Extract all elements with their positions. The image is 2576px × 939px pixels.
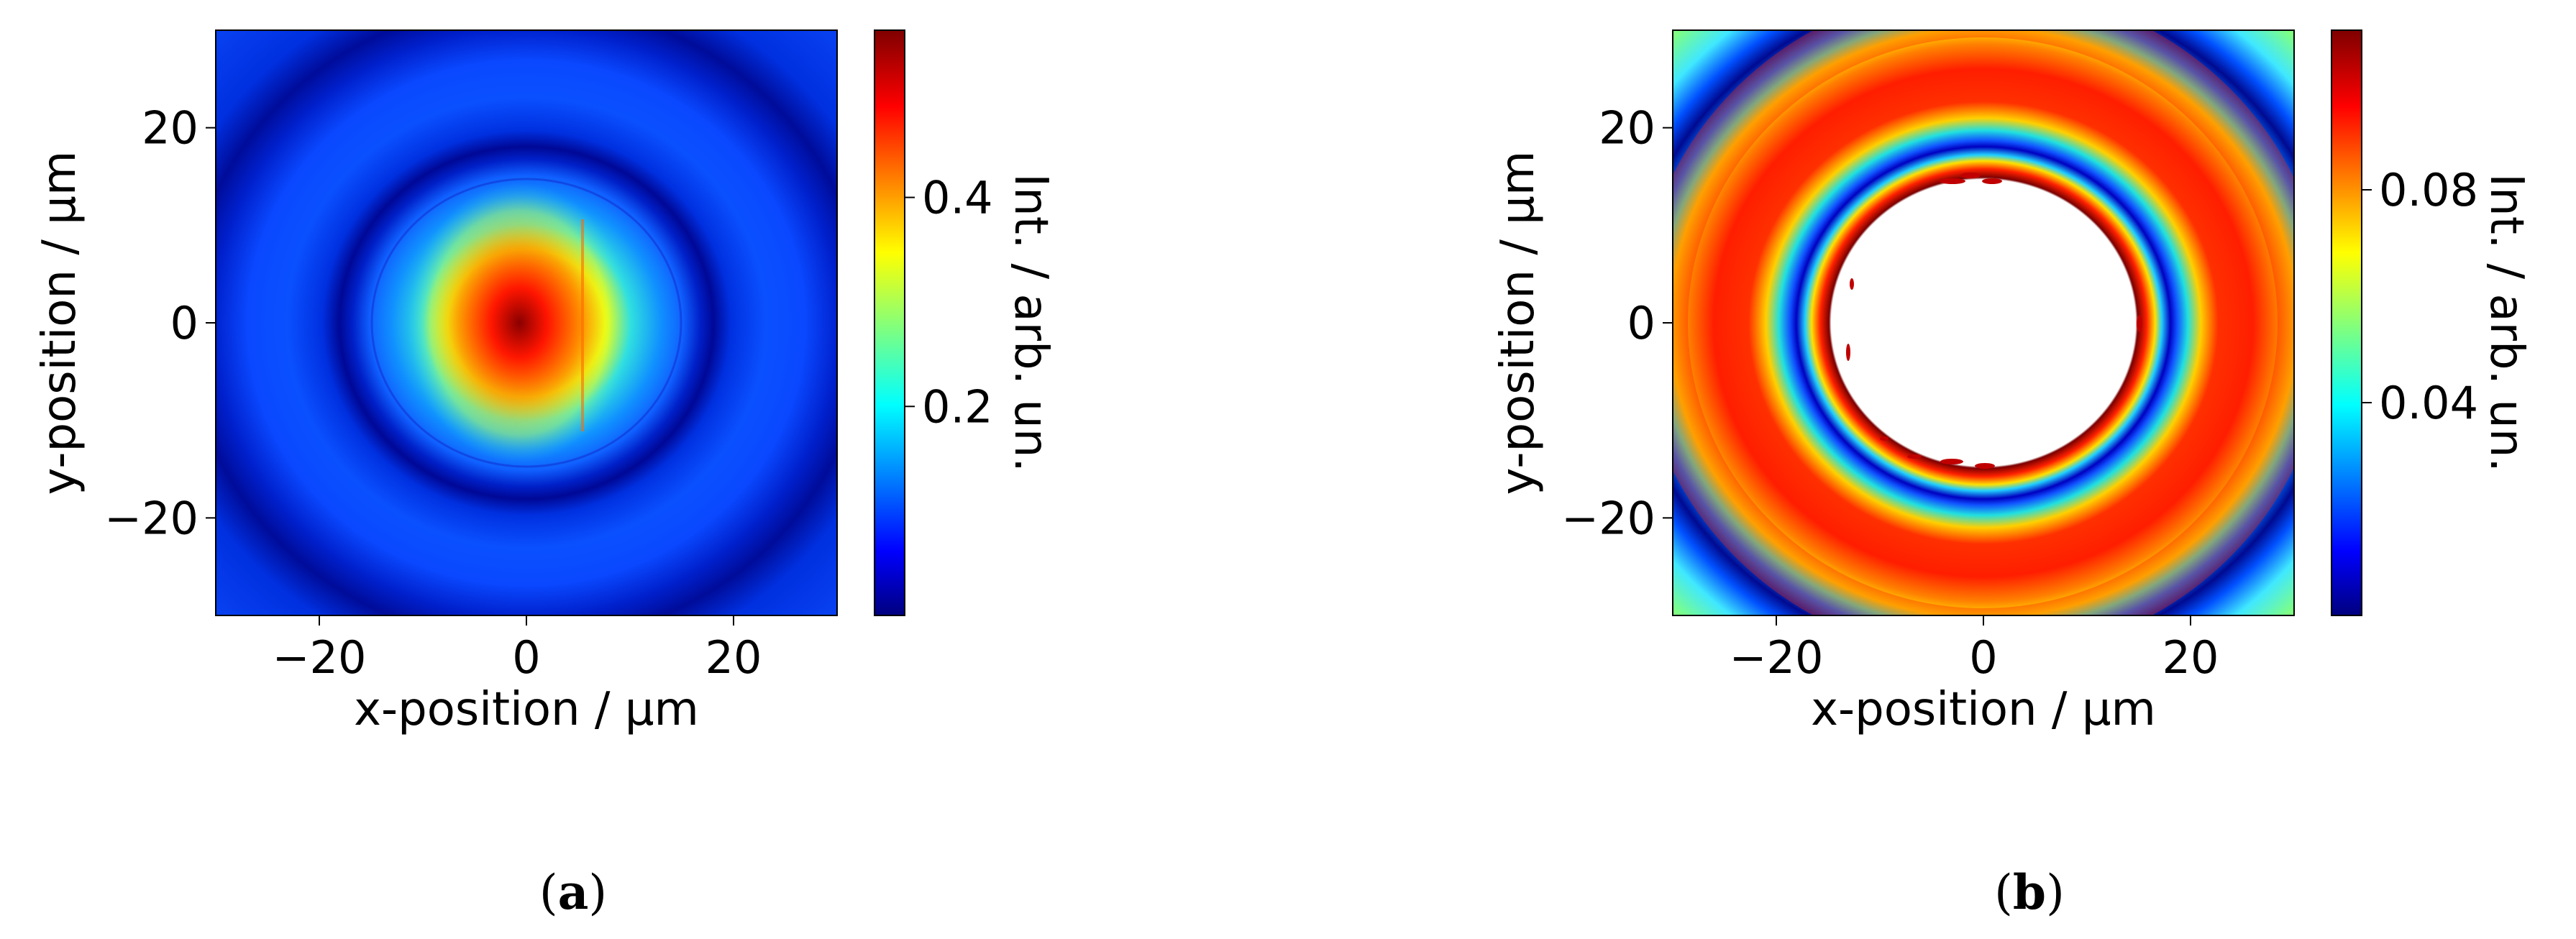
colorbar-tick-label-b-1: 0.08 xyxy=(2379,164,2478,216)
caption-b-open: ( xyxy=(1994,865,2013,920)
x-axis-label-a: x-position / μm xyxy=(354,683,699,736)
colorbar-a-frame xyxy=(874,29,905,616)
y-tick-label-b-0: −20 xyxy=(1561,492,1655,544)
heatmap-b-core-speckles xyxy=(1846,173,2142,469)
heatmap-a xyxy=(216,30,837,615)
heatmap-a-ring-artifact xyxy=(370,178,682,468)
heatmap-a-central-lobe xyxy=(408,183,631,463)
y-ticks-a: −20 0 20 xyxy=(104,102,216,544)
y-tick-label-b-2: 20 xyxy=(1599,102,1655,155)
x-ticks-b: −20 0 20 xyxy=(1730,615,2219,684)
y-tick-label-b-1: 0 xyxy=(1627,297,1655,349)
heatmap-b-field xyxy=(1673,30,2294,615)
x-axis-label-b: x-position / μm xyxy=(1811,683,2156,736)
y-tick-label-a-1: 0 xyxy=(170,297,198,349)
heatmap-b xyxy=(1673,30,2294,615)
colorbar-tick-label-a-1: 0.4 xyxy=(922,172,993,224)
caption-a-letter: a xyxy=(558,864,589,920)
caption-a: (a) xyxy=(539,864,607,920)
panel-b: −20 0 20 −20 0 20 x-position / μm y-position… xyxy=(1492,29,2533,736)
colorbar-a xyxy=(874,30,905,615)
y-tick-label-a-2: 20 xyxy=(142,102,198,155)
x-tick-label-b-2: 20 xyxy=(2162,631,2219,684)
y-tick-label-a-0: −20 xyxy=(104,492,198,544)
x-tick-label-a-1: 0 xyxy=(512,631,540,684)
x-tick-label-a-2: 20 xyxy=(705,631,762,684)
colorbar-tick-label-b-0: 0.04 xyxy=(2379,377,2478,429)
x-tick-label-b-1: 0 xyxy=(1969,631,1997,684)
colorbar-label-a: Int. / arb. un. xyxy=(1004,173,1057,472)
x-ticks-a: −20 0 20 xyxy=(273,615,762,684)
x-tick-label-a-0: −20 xyxy=(273,631,367,684)
y-axis-label-b: y-position / μm xyxy=(1492,151,1545,495)
colorbar-ticks-b: 0.04 0.08 xyxy=(2362,164,2478,429)
colorbar-b-frame xyxy=(2331,29,2362,616)
colorbar-label-b: Int. / arb. un. xyxy=(2480,173,2533,472)
caption-b: (b) xyxy=(1994,864,2065,920)
y-ticks-b: −20 0 20 xyxy=(1561,102,1673,544)
caption-b-letter: b xyxy=(2013,864,2046,920)
colorbar-tick-label-a-0: 0.2 xyxy=(922,380,993,433)
x-tick-label-b-0: −20 xyxy=(1730,631,1824,684)
panel-a: −20 0 20 −20 0 20 x-position / μm y-position… xyxy=(33,29,1057,736)
y-axis-label-a: y-position / μm xyxy=(33,151,86,495)
colorbar-ticks-a: 0.2 0.4 xyxy=(905,172,993,433)
colorbar-b xyxy=(2331,30,2362,615)
caption-a-open: ( xyxy=(539,865,558,920)
caption-b-close: ) xyxy=(2046,865,2065,920)
caption-a-close: ) xyxy=(588,865,607,920)
